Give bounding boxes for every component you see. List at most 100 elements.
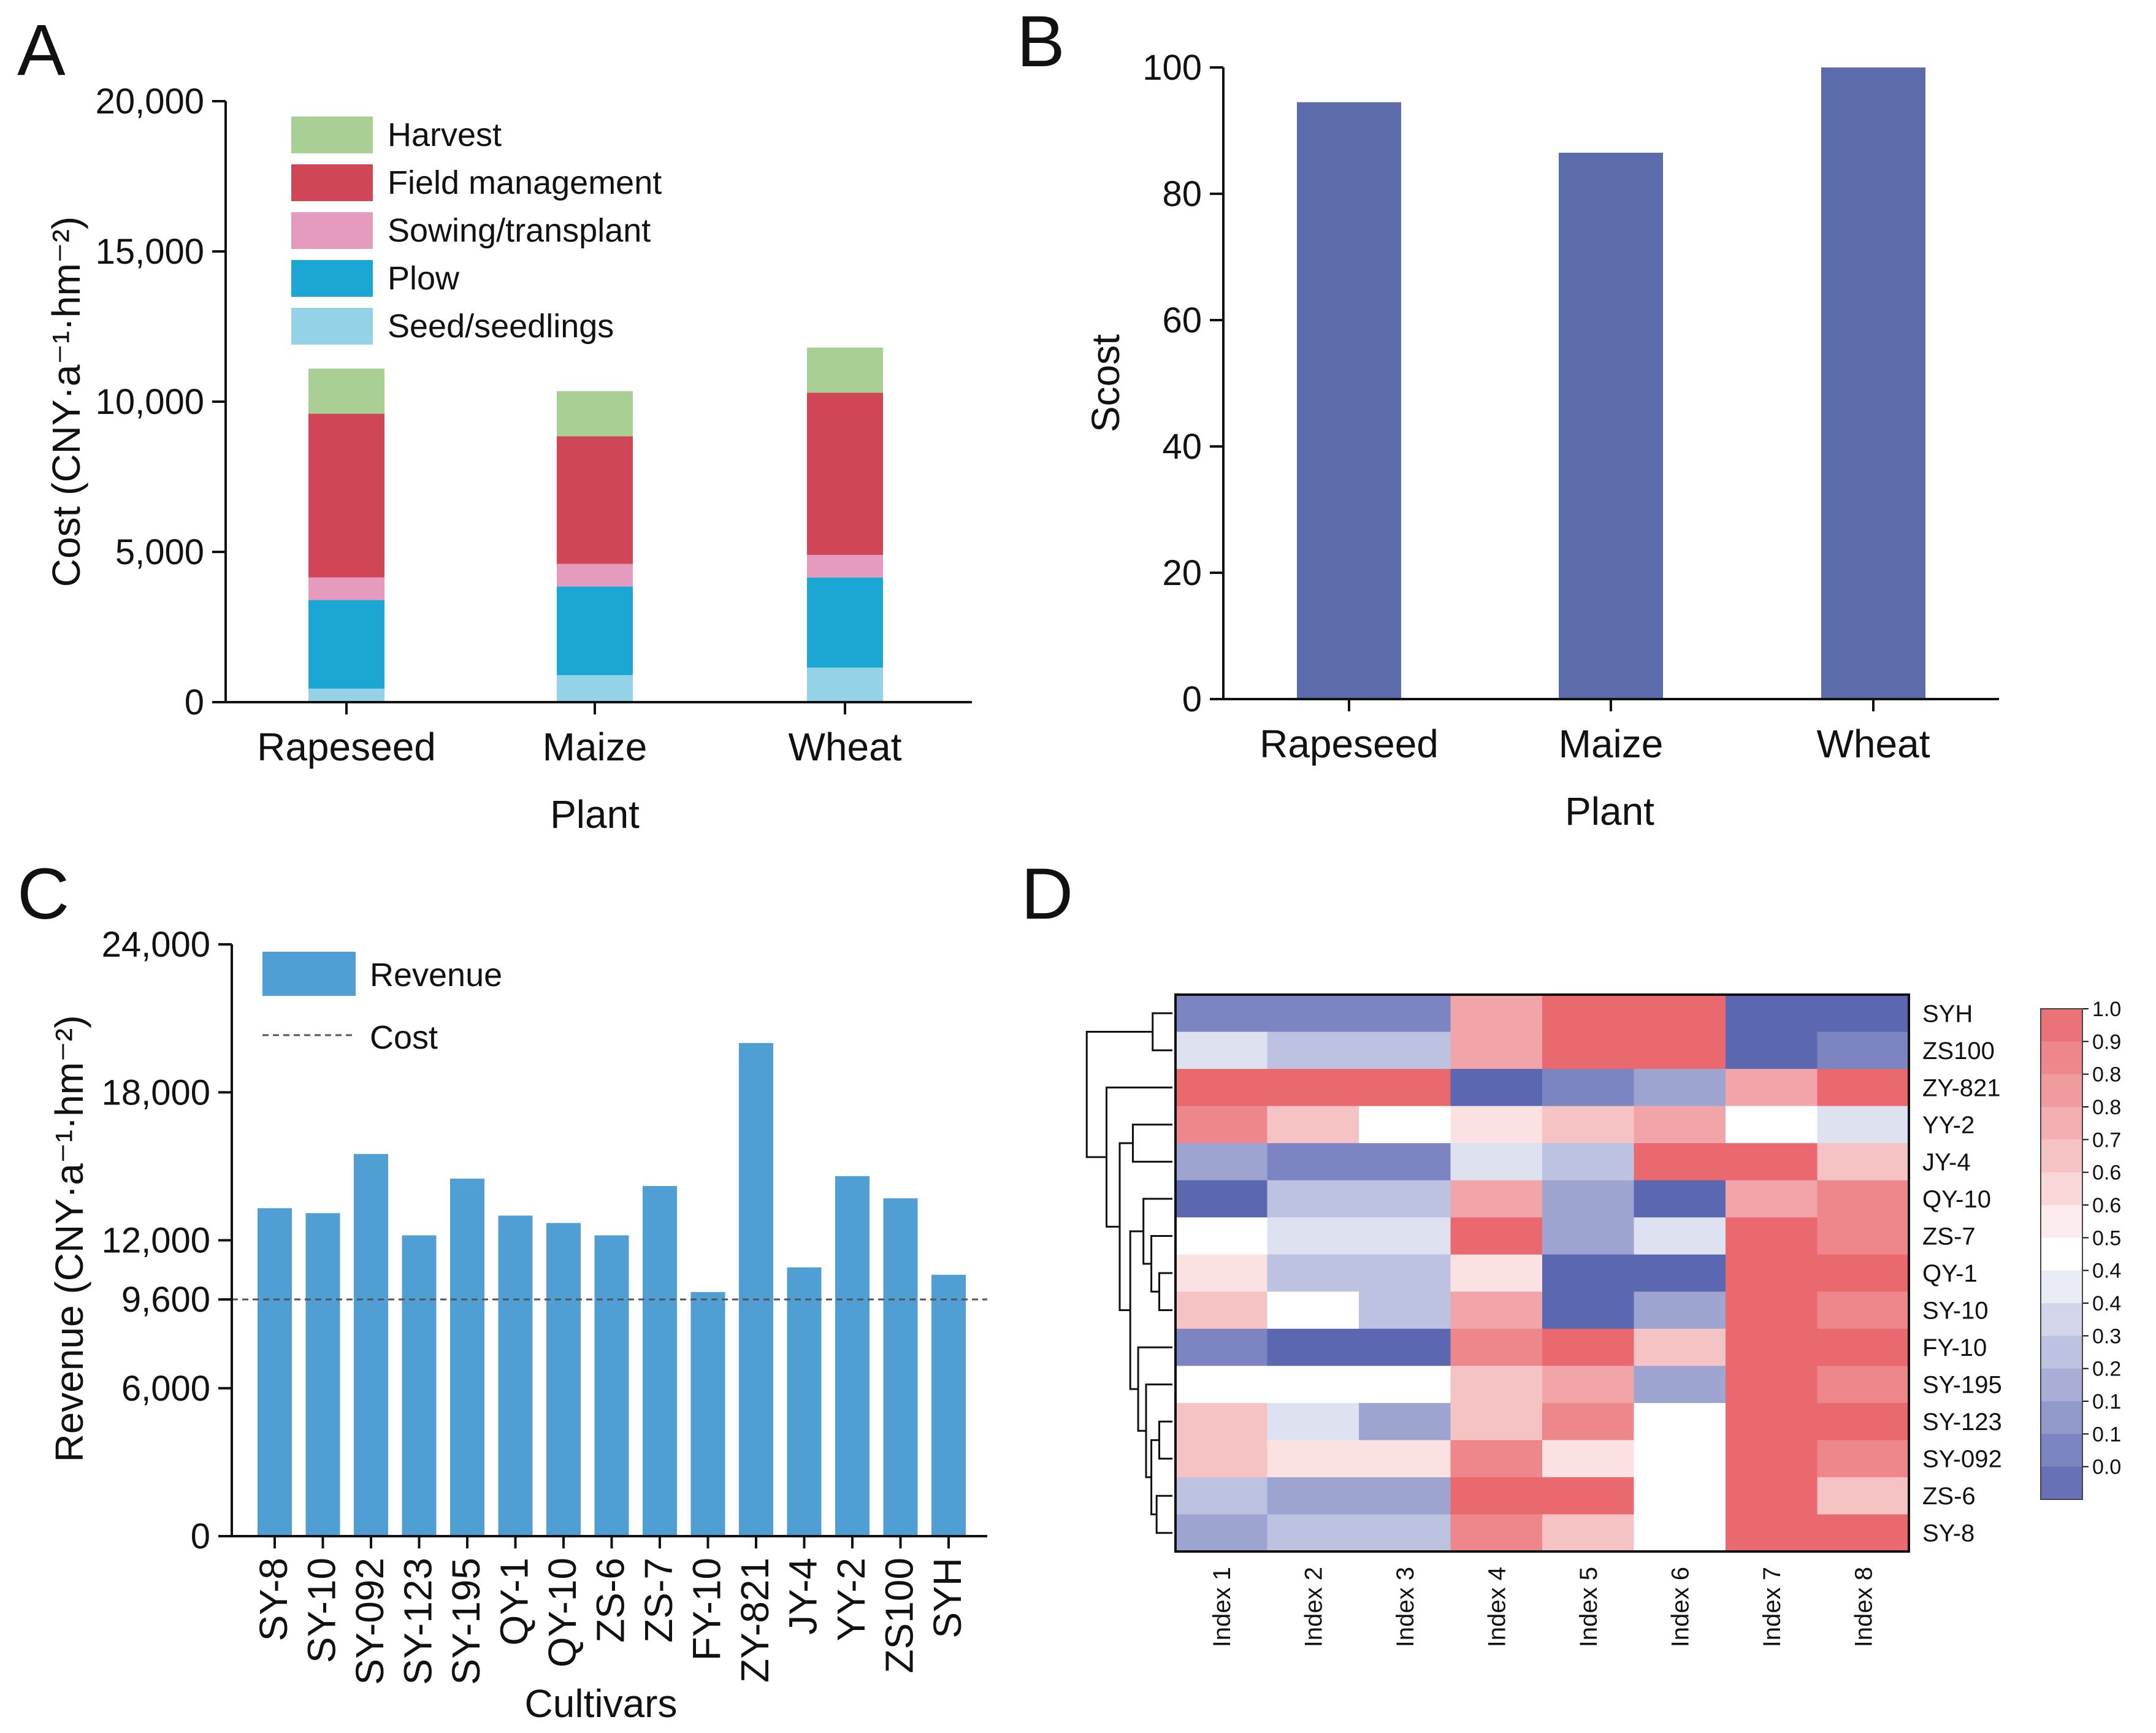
d-column-label-index-2: Index 2 <box>1300 1567 1327 1647</box>
a-bar-maize-field-management <box>557 436 633 564</box>
a-bar-maize-seed-seedlings <box>557 675 633 702</box>
d-cell-yy-2-index-2 <box>1267 1106 1359 1144</box>
d-cell-zy-821-index-5 <box>1542 1069 1635 1107</box>
d-cell-sy-10-index-8 <box>1817 1291 1909 1329</box>
c-bar-sy-092 <box>354 1153 388 1536</box>
c-bar-jy-4 <box>787 1267 822 1536</box>
d-cell-zs100-index-7 <box>1726 1031 1818 1069</box>
a-bar-rapeseed-harvest <box>308 369 384 414</box>
c-legend: Revenue Cost <box>262 952 502 1056</box>
d-cell-zs-7-index-6 <box>1634 1217 1726 1255</box>
d-cell-qy-1-index-2 <box>1267 1254 1359 1292</box>
d-cell-fy-10-index-8 <box>1817 1328 1909 1366</box>
d-cell-sy-092-index-5 <box>1542 1440 1635 1478</box>
b-x-tick-label-rapeseed: Rapeseed <box>1260 722 1439 766</box>
d-cell-syh-index-1 <box>1175 995 1268 1033</box>
panel-d-heatmap: SYH ZS100 ZY-821 YY-2 JY-4 QY-10 ZS-7 QY-1 SY-10… <box>1085 993 2121 1647</box>
d-colorbar-label: 0.2 <box>2092 1358 2121 1381</box>
c-legend-revenue-label: Revenue <box>370 957 502 993</box>
d-colorbar-swatch <box>2041 1172 2082 1206</box>
d-cell-zs100-index-2 <box>1267 1031 1359 1069</box>
d-cell-sy-092-index-7 <box>1726 1440 1818 1478</box>
d-cell-zs-7-index-4 <box>1450 1217 1543 1255</box>
b-x-tick-label-wheat: Wheat <box>1817 722 1930 766</box>
d-cell-sy-195-index-5 <box>1542 1366 1635 1404</box>
c-bar-zy-821 <box>739 1042 773 1536</box>
d-cell-sy-10-index-6 <box>1634 1291 1726 1329</box>
a-y-tick-label: 5,000 <box>115 532 204 572</box>
d-cell-sy-8-index-2 <box>1267 1514 1359 1552</box>
d-cell-fy-10-index-4 <box>1450 1328 1543 1366</box>
d-cell-jy-4-index-8 <box>1817 1143 1909 1181</box>
d-cell-qy-10-index-1 <box>1175 1180 1268 1218</box>
d-row-label-qy-1: QY-1 <box>1922 1260 1978 1287</box>
a-bars <box>308 347 883 702</box>
d-cell-zs-7-index-2 <box>1267 1217 1359 1255</box>
d-cell-zy-821-index-4 <box>1450 1069 1543 1107</box>
d-colorbar-label: 0.6 <box>2092 1194 2121 1217</box>
c-bar-syh <box>931 1274 966 1536</box>
d-cell-qy-10-index-6 <box>1634 1180 1726 1218</box>
c-x-tick-label-sy-10: SY-10 <box>300 1558 344 1663</box>
d-cell-zy-821-index-8 <box>1817 1069 1909 1107</box>
b-y-tick-label: 80 <box>1162 174 1202 214</box>
d-colorbar-label: 0.7 <box>2092 1128 2121 1152</box>
d-cell-fy-10-index-1 <box>1175 1328 1268 1366</box>
d-cell-jy-4-index-2 <box>1267 1143 1359 1181</box>
a-legend-label-sowing-transplant: Sowing/transplant <box>388 212 651 249</box>
d-row-label-sy-8: SY-8 <box>1922 1520 1974 1547</box>
d-cell-sy-123-index-2 <box>1267 1402 1359 1440</box>
d-colorbar-label: 0.5 <box>2092 1226 2121 1250</box>
a-y-ticks: 0 5,000 10,000 15,000 20,000 <box>96 82 226 722</box>
d-row-label-zs-7: ZS-7 <box>1922 1223 1976 1250</box>
c-y-tick-label: 9,600 <box>121 1280 210 1320</box>
d-cell-zy-821-index-7 <box>1726 1069 1818 1107</box>
a-x-axis-title: Plant <box>550 792 640 836</box>
a-bar-wheat-sowing-transplant <box>807 554 883 578</box>
d-cell-zs-6-index-8 <box>1817 1477 1909 1515</box>
a-y-axis-title: Cost (CNY·a⁻¹·hm⁻²) <box>44 216 88 587</box>
d-dendrogram-branch <box>1158 1420 1172 1460</box>
d-cell-zs-7-index-8 <box>1817 1217 1909 1255</box>
b-bar-rapeseed <box>1297 102 1401 699</box>
c-x-tick-label-sy-8: SY-8 <box>251 1558 296 1641</box>
d-cell-syh-index-2 <box>1267 995 1359 1033</box>
d-column-labels: Index 1 Index 2 Index 3 Index 4 Index 5 Index… <box>1209 1567 1878 1647</box>
d-cell-sy-8-index-6 <box>1634 1514 1726 1552</box>
d-cell-sy-195-index-1 <box>1175 1366 1268 1404</box>
c-x-ticks: SY-8 SY-10 SY-092 SY-123 SY-195 QY-1 QY-10 ZS-6… <box>251 1536 969 1685</box>
d-cell-zs-6-index-1 <box>1175 1477 1268 1515</box>
d-cell-jy-4-index-3 <box>1359 1143 1451 1181</box>
a-bar-wheat-plow <box>807 577 883 668</box>
d-cell-qy-1-index-6 <box>1634 1254 1726 1292</box>
d-colorbar-label: 1.0 <box>2092 998 2121 1021</box>
d-cell-jy-4-index-7 <box>1726 1143 1818 1181</box>
d-cell-zs-6-index-2 <box>1267 1477 1359 1515</box>
d-colorbar-label: 0.3 <box>2092 1325 2121 1348</box>
d-cell-yy-2-index-5 <box>1542 1106 1635 1144</box>
d-cell-zs100-index-3 <box>1359 1031 1451 1069</box>
d-cell-qy-10-index-7 <box>1726 1180 1818 1218</box>
d-colorbar-swatch <box>2041 1074 2082 1108</box>
b-y-tick-label: 0 <box>1182 679 1202 719</box>
d-colorbar-swatch <box>2041 1434 2082 1467</box>
d-dendrogram-branch <box>1137 1346 1172 1432</box>
d-colorbar-label: 0.6 <box>2092 1161 2121 1185</box>
a-legend-label-plow: Plow <box>388 260 460 297</box>
a-x-tick-label-maize: Maize <box>543 725 648 769</box>
d-column-label-index-5: Index 5 <box>1575 1567 1602 1647</box>
d-cell-sy-092-index-1 <box>1175 1440 1268 1478</box>
b-x-tick-label-maize: Maize <box>1559 722 1664 766</box>
d-colorbar-label: 0.9 <box>2092 1030 2121 1054</box>
c-bar-sy-195 <box>450 1178 484 1536</box>
d-cell-zs100-index-1 <box>1175 1031 1268 1069</box>
d-cell-fy-10-index-3 <box>1359 1328 1451 1366</box>
d-cell-sy-195-index-6 <box>1634 1366 1726 1404</box>
d-cell-zs-6-index-4 <box>1450 1477 1543 1515</box>
d-cell-jy-4-index-6 <box>1634 1143 1726 1181</box>
d-dendrogram-branch <box>1132 1123 1172 1163</box>
a-legend: Harvest Field management Sowing/transplant… <box>291 117 662 345</box>
a-bar-wheat-seed-seedlings <box>807 667 883 702</box>
a-x-ticks: Rapeseed Maize Wheat <box>257 702 902 769</box>
d-cell-zy-821-index-3 <box>1359 1069 1451 1107</box>
